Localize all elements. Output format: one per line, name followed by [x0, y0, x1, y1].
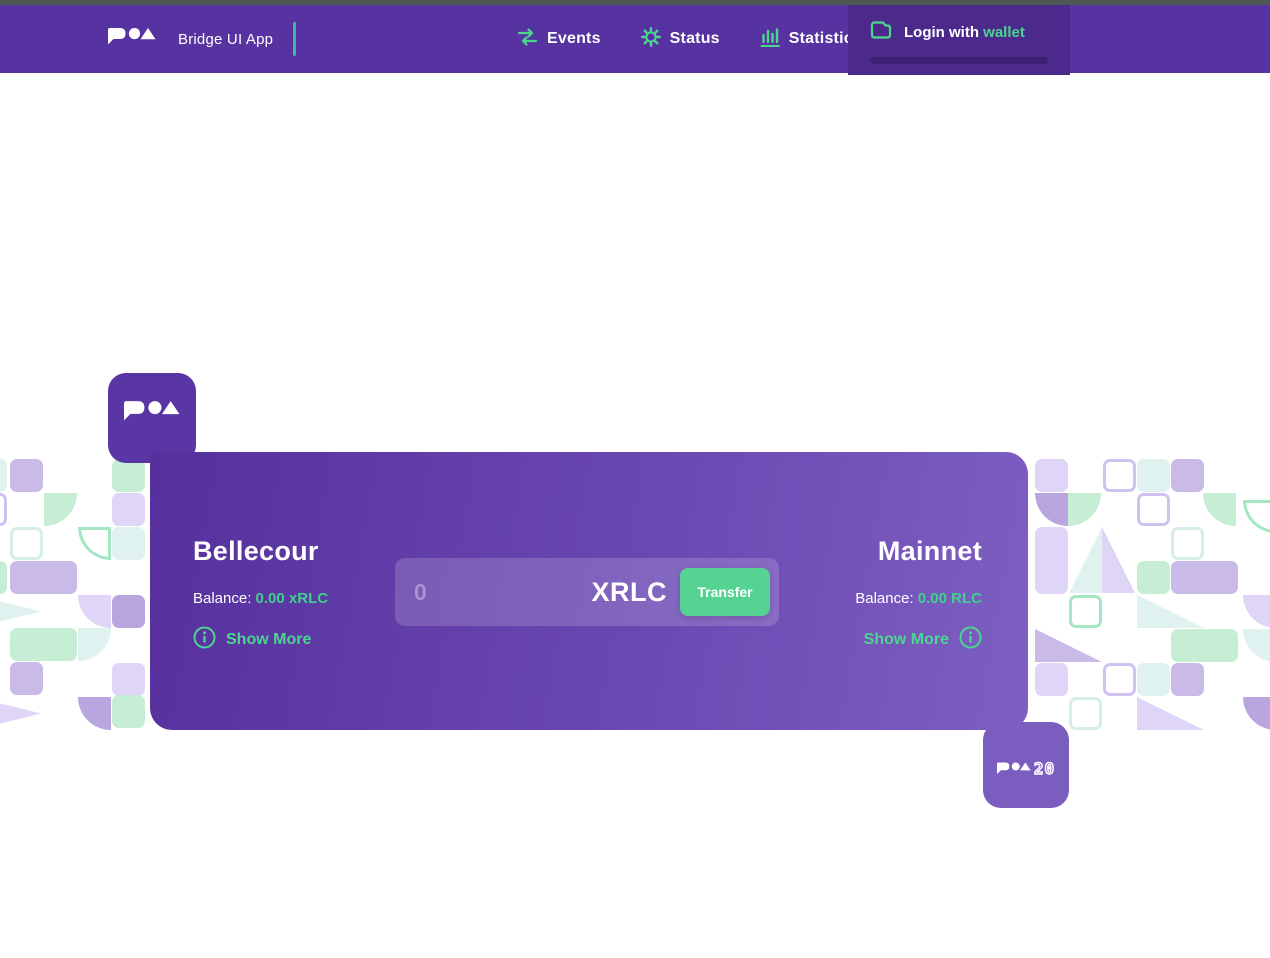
- nav-label-statistics: Statistics: [788, 30, 862, 47]
- decorative-shape: [1103, 663, 1136, 696]
- decorative-shape: [1069, 697, 1102, 730]
- poa-logo-icon: [124, 401, 180, 421]
- network-panel-bellecour: Bellecour Balance: 0.00 xRLC Show More: [193, 536, 328, 654]
- decorative-shape: [1137, 595, 1204, 628]
- decorative-shape: [10, 459, 43, 492]
- decorative-shape: [78, 595, 111, 628]
- decorative-shape: [1137, 697, 1204, 730]
- decorative-shape: [10, 628, 77, 661]
- poa20-suffix: 20: [1033, 758, 1056, 778]
- decorative-shape: [1171, 629, 1238, 662]
- decorative-shape: [1102, 527, 1135, 593]
- nav-item-status[interactable]: Status: [640, 26, 720, 52]
- nav-label-events: Events: [547, 30, 601, 47]
- decorative-shape: [1243, 595, 1270, 628]
- decorative-shape: [1171, 459, 1204, 492]
- decorative-shape: [1137, 663, 1170, 696]
- info-icon: [959, 626, 982, 654]
- decorative-shape: [10, 527, 43, 560]
- transfer-form: XRLC Transfer: [395, 558, 779, 626]
- show-more-label: Show More: [863, 631, 949, 648]
- brand[interactable]: Bridge UI App: [108, 5, 297, 73]
- decorative-shape: [44, 493, 77, 526]
- app-header: Bridge UI App Events: [0, 5, 1270, 75]
- decorative-shape: [0, 459, 7, 492]
- poa20-badge: 20: [983, 722, 1069, 808]
- main-nav: Events: [517, 5, 862, 73]
- show-more-link-mainnet[interactable]: Show More: [855, 626, 982, 654]
- decorative-shape: [1171, 527, 1204, 560]
- decorative-shape: [1203, 493, 1236, 526]
- login-button[interactable]: Login with wallet: [870, 20, 1070, 45]
- decorative-shape: [1137, 561, 1170, 594]
- nav-label-status: Status: [669, 30, 720, 47]
- decorative-shape: [1103, 459, 1136, 492]
- bar-chart-icon: [760, 27, 780, 52]
- decorative-shape: [112, 493, 145, 526]
- brand-separator: [293, 22, 297, 56]
- decorative-shape: [0, 697, 41, 730]
- poa-logo-icon: [996, 761, 1031, 774]
- decorative-shape: [10, 662, 43, 695]
- amount-input[interactable]: [395, 578, 592, 606]
- decorative-shape: [1068, 493, 1101, 526]
- network-name: Bellecour: [193, 536, 319, 566]
- decorative-shape: [1243, 629, 1270, 662]
- decorative-shape: [1069, 527, 1102, 593]
- decorative-shape: [1137, 493, 1170, 526]
- decorative-shape: [112, 595, 145, 628]
- decorative-shape: [1035, 459, 1068, 492]
- decorative-shape: [1069, 595, 1102, 628]
- decorative-shape: [112, 695, 145, 728]
- show-more-link-bellecour[interactable]: Show More: [193, 626, 328, 654]
- swap-arrows-icon: [517, 27, 538, 51]
- poa-badge: [108, 373, 196, 463]
- currency-label: XRLC: [591, 576, 667, 607]
- decorative-shape: [78, 527, 111, 560]
- decorative-shape: [78, 628, 111, 661]
- decorative-shape: [1035, 527, 1068, 594]
- network-panel-mainnet: Mainnet Balance: 0.00 RLC Show More: [855, 536, 982, 654]
- decorative-shape: [0, 561, 7, 594]
- decorative-shape: [1171, 663, 1204, 696]
- decorative-shape: [112, 527, 145, 560]
- decorative-pattern-left: [0, 455, 150, 750]
- decorative-shape: [78, 697, 111, 730]
- poa-logo-icon: [108, 28, 156, 50]
- wallet-icon: [870, 20, 892, 45]
- info-icon: [193, 626, 216, 654]
- nav-item-statistics[interactable]: Statistics: [760, 27, 862, 52]
- network-name: Mainnet: [877, 536, 982, 566]
- decorative-shape: [0, 493, 7, 526]
- login-panel: Login with wallet: [848, 5, 1070, 75]
- decorative-shape: [112, 663, 145, 696]
- gear-icon: [640, 26, 661, 52]
- balance-value: 0.00 xRLC: [255, 590, 329, 607]
- app-title: Bridge UI App: [178, 30, 274, 48]
- decorative-shape: [1243, 500, 1270, 533]
- transfer-button[interactable]: Transfer: [680, 568, 770, 616]
- decorative-shape: [1171, 561, 1238, 594]
- balance-line: Balance: 0.00 RLC: [855, 590, 982, 607]
- balance-line: Balance: 0.00 xRLC: [193, 590, 329, 607]
- decorative-shape: [1035, 629, 1102, 662]
- decorative-shape: [10, 561, 77, 594]
- decorative-shape: [1243, 697, 1270, 730]
- top-strip: [0, 0, 1270, 5]
- decorative-pattern-right: [1035, 455, 1270, 750]
- decorative-shape: [1137, 459, 1170, 492]
- login-loading-bar: [870, 57, 1048, 64]
- bridge-card: Bellecour Balance: 0.00 xRLC Show More X…: [150, 452, 1028, 730]
- decorative-shape: [1035, 663, 1068, 696]
- login-wallet-word: wallet: [983, 24, 1025, 41]
- decorative-shape: [112, 459, 145, 492]
- balance-value: 0.00 RLC: [917, 590, 982, 607]
- show-more-label: Show More: [226, 631, 312, 648]
- decorative-shape: [0, 595, 41, 628]
- nav-item-events[interactable]: Events: [517, 27, 601, 51]
- login-label: Login with wallet: [904, 24, 1025, 41]
- decorative-shape: [1035, 493, 1068, 526]
